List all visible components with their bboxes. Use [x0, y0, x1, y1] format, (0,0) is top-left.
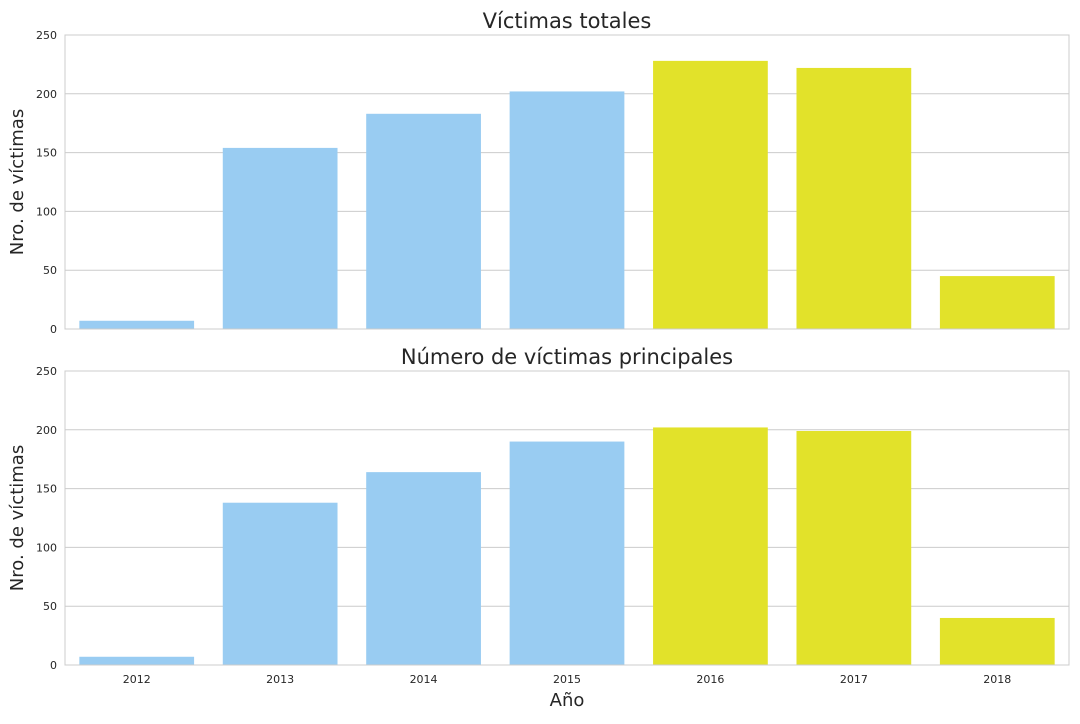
y-tick-label: 150 [36, 483, 57, 496]
y-tick-label: 50 [43, 600, 57, 613]
bar-2017 [796, 430, 912, 665]
y-tick-label: 0 [50, 323, 57, 336]
x-tick-label: 2017 [840, 673, 868, 686]
plot-frame [64, 34, 1070, 330]
y-tick-label: 250 [36, 29, 57, 42]
bar-2018 [939, 617, 1055, 665]
bar-2013 [222, 147, 338, 329]
bar-2018 [939, 276, 1055, 329]
x-tick-label: 2018 [983, 673, 1011, 686]
bar-2015 [509, 91, 625, 329]
chart-bottom-victimas-principales: Número de víctimas principales Nro. de v… [7, 345, 1070, 711]
chart-top-victimas-totales: Víctimas totales Nro. de víctimas 0 50 100… [7, 9, 1070, 336]
bar-2012 [79, 656, 195, 665]
bar-2013 [222, 502, 338, 665]
bar-2014 [366, 472, 481, 665]
x-tick-label: 2013 [266, 673, 294, 686]
y-tick-label: 250 [36, 365, 57, 378]
bar-2017 [796, 67, 912, 329]
y-axis-label: Nro. de víctimas [7, 109, 28, 255]
y-tick-label: 150 [36, 147, 57, 160]
chart-title: Víctimas totales [483, 9, 652, 33]
y-tick-label: 100 [36, 541, 57, 554]
bars [79, 427, 1055, 665]
x-tick-label: 2016 [696, 673, 724, 686]
chart-title: Número de víctimas principales [401, 345, 733, 369]
bar-2016 [653, 427, 768, 665]
y-tick-label: 200 [36, 88, 57, 101]
bar-2016 [653, 60, 768, 329]
y-axis-label: Nro. de víctimas [7, 445, 28, 591]
bar-2012 [79, 320, 195, 329]
y-tick-label: 200 [36, 424, 57, 437]
x-tick-label: 2014 [410, 673, 438, 686]
x-tick-label: 2015 [553, 673, 581, 686]
bar-2015 [509, 441, 625, 665]
x-tick-label: 2012 [123, 673, 151, 686]
plot-frame [64, 370, 1070, 666]
x-axis-label: Año [550, 690, 585, 711]
bar-2014 [366, 113, 481, 330]
y-tick-label: 0 [50, 659, 57, 672]
y-tick-label: 100 [36, 205, 57, 218]
y-tick-label: 50 [43, 264, 57, 277]
bars [79, 60, 1055, 330]
